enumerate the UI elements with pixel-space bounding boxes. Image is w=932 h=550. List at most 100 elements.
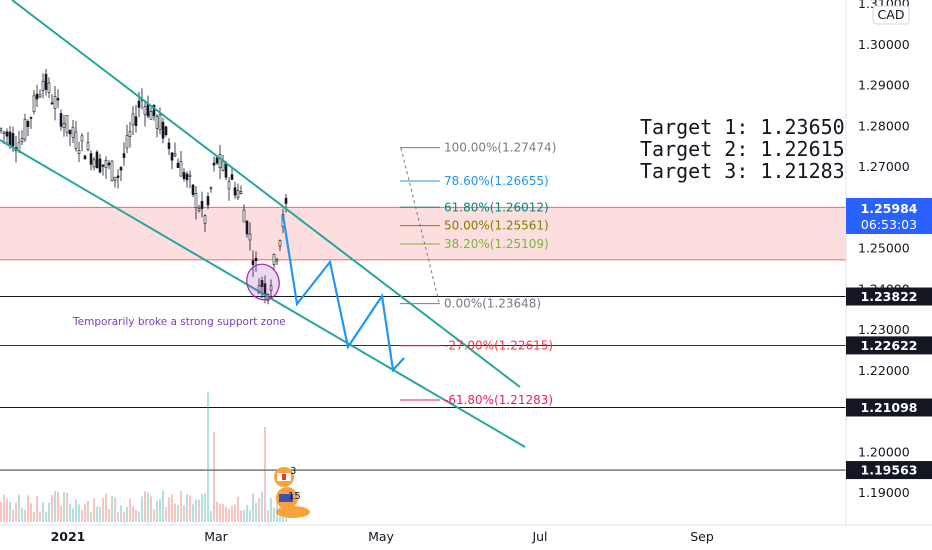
- candle-body: [116, 175, 120, 178]
- event-icons[interactable]: 3 15: [274, 466, 310, 518]
- volume-bar: [168, 497, 170, 522]
- breakout-marker-ellipse: [246, 263, 280, 301]
- price-badges: 1.23822 1.22622 1.21098 1.19563: [846, 287, 932, 480]
- volume-bar: [153, 509, 155, 522]
- volume-bar: [222, 504, 224, 522]
- price-tick-label: 1.28000: [858, 118, 910, 133]
- time-tick-label: Jul: [531, 529, 547, 544]
- candle-body: [215, 157, 219, 164]
- volume-bar: [24, 509, 26, 522]
- volume-bar: [129, 498, 131, 522]
- volume-bar: [183, 505, 185, 522]
- last-price-countdown: 06:53:03: [861, 217, 917, 232]
- volume-bar: [108, 509, 110, 522]
- fib-level-label-0: 100.00%(1.27474): [444, 141, 556, 155]
- event-cluster-icon[interactable]: [276, 506, 310, 518]
- fib-level-label-1: 78.60%(1.26655): [444, 174, 549, 188]
- candle-body: [56, 98, 60, 101]
- fib-level-label-3: 50.00%(1.25561): [444, 219, 549, 233]
- time-tick-label: Sep: [690, 529, 714, 544]
- volume-bar: [57, 491, 59, 522]
- currency-button[interactable]: [872, 5, 910, 25]
- volume-bar: [39, 511, 41, 522]
- last-price-badge: [846, 198, 932, 234]
- volume-bar: [144, 491, 146, 522]
- candle-body: [209, 187, 213, 190]
- volume-bar: [192, 504, 194, 522]
- price-badge-label-2: 1.21098: [861, 400, 918, 415]
- volume-bar: [180, 491, 182, 522]
- target-3-text: Target 3: 1.21283: [640, 159, 845, 183]
- volume-bar: [159, 499, 161, 522]
- volume-bar: [51, 495, 53, 522]
- price-tick-label: 1.22000: [858, 363, 910, 378]
- candle-body: [17, 142, 21, 151]
- target-1-text: Target 1: 1.23650: [640, 115, 845, 139]
- candle-body: [20, 138, 24, 142]
- volume-bar: [90, 511, 92, 522]
- candle-body: [242, 209, 246, 223]
- canada-flag-leaf: [282, 474, 286, 480]
- projection-path: [281, 214, 405, 373]
- candle-body: [236, 190, 240, 198]
- candle-body: [245, 220, 249, 235]
- candle-body: [233, 187, 237, 196]
- volume-bar: [177, 505, 179, 522]
- volume-bar: [0, 501, 2, 522]
- price-tick-label: 1.27000: [858, 159, 910, 174]
- volume-bar: [201, 494, 203, 522]
- candle-body: [41, 81, 45, 91]
- volume-bar: [255, 503, 257, 522]
- fib-level-label-5: 0.00%(1.23648): [444, 297, 541, 311]
- candle-body: [146, 103, 150, 117]
- candle-body: [203, 215, 207, 224]
- volume-bar: [189, 495, 191, 522]
- candle-body: [65, 115, 69, 133]
- volume-bar: [96, 506, 98, 522]
- fib-level-label-2: 61.80%(1.26012): [444, 200, 549, 214]
- volume-bar: [165, 506, 167, 522]
- candle-body: [11, 133, 15, 147]
- volume-bar: [261, 491, 263, 522]
- candle-body: [59, 113, 63, 127]
- last-price-value: 1.25984: [861, 201, 918, 216]
- volume-bar: [21, 507, 23, 522]
- volume-bar: [198, 499, 200, 522]
- volume-bar: [186, 493, 188, 522]
- fib-retracement: 100.00%(1.27474) 78.60%(1.26655) 61.80%(1.…: [400, 141, 556, 407]
- candle-body: [83, 155, 87, 160]
- candle-body: [62, 122, 66, 128]
- candle-body: [50, 102, 54, 105]
- price-badge-label-3: 1.19563: [861, 463, 918, 478]
- volume-bar: [114, 497, 116, 522]
- candle-body: [158, 114, 162, 130]
- candle-body: [113, 176, 117, 181]
- volume-bar: [75, 499, 77, 522]
- volume-bar: [249, 510, 251, 522]
- candle-body: [119, 167, 123, 171]
- volume-bar: [69, 503, 71, 522]
- candle-body: [218, 154, 222, 169]
- volume-bar: [240, 510, 242, 522]
- volume-bar: [267, 510, 269, 522]
- candle-body: [191, 184, 195, 195]
- volume-bar: [207, 392, 209, 522]
- candle-body: [104, 160, 108, 168]
- candle-body: [107, 162, 111, 166]
- volume-bar: [243, 509, 245, 522]
- candle-body: [71, 126, 75, 138]
- candle-body: [251, 260, 255, 266]
- candle-body: [278, 240, 282, 247]
- candle-body: [224, 163, 228, 178]
- fib-trend-line: [400, 147, 440, 303]
- candle-body: [152, 104, 156, 117]
- candle-body: [284, 197, 288, 204]
- volume-bar: [270, 497, 272, 522]
- candle-body: [188, 174, 192, 177]
- candle-body: [164, 126, 168, 136]
- volume-bar: [246, 504, 248, 522]
- time-tick-label: Mar: [204, 529, 228, 544]
- volume-bar: [102, 498, 104, 522]
- price-axis-background: [846, 0, 932, 525]
